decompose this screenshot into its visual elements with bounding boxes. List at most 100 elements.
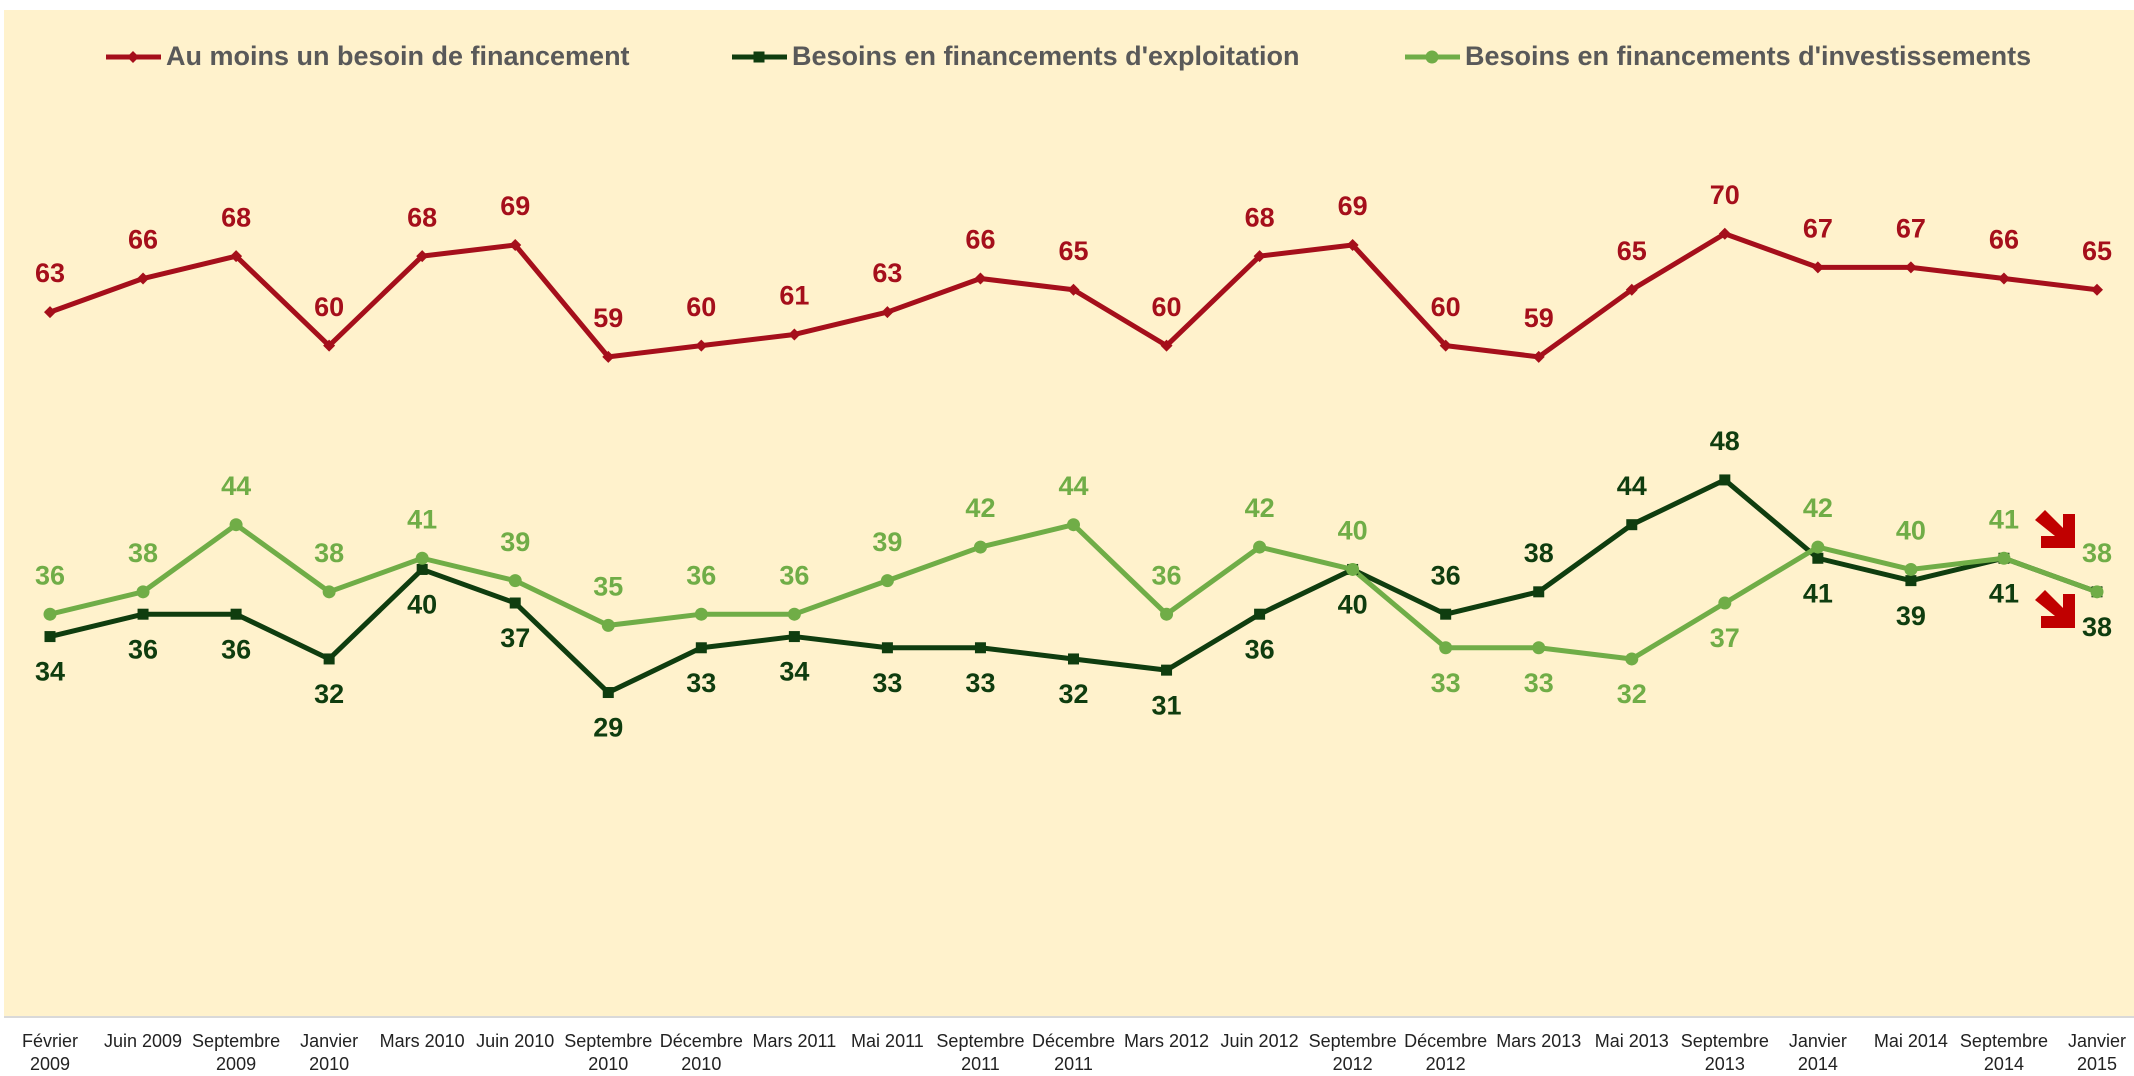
marker <box>881 306 894 319</box>
data-label: 38 <box>1524 538 1554 568</box>
marker <box>1718 227 1731 240</box>
marker <box>230 250 243 263</box>
marker <box>1625 283 1638 296</box>
x-tick-label: Mars 2013 <box>1496 1031 1582 1051</box>
marker <box>1253 250 1266 263</box>
data-label: 60 <box>1152 292 1182 322</box>
marker <box>1904 261 1917 274</box>
marker <box>753 51 765 63</box>
marker <box>1905 575 1917 587</box>
data-label: 42 <box>1803 493 1833 523</box>
marker <box>136 585 150 599</box>
data-label: 40 <box>1896 516 1926 546</box>
x-tick-label: Septembre 2012 <box>1308 1031 1397 1074</box>
data-label: 33 <box>872 668 902 698</box>
data-label: 67 <box>1803 213 1833 243</box>
data-label: 33 <box>686 668 716 698</box>
data-label: 40 <box>1338 516 1368 546</box>
legend-label: Au moins un besoin de financement <box>166 41 630 71</box>
data-label: 60 <box>1431 292 1461 322</box>
data-label: 34 <box>779 657 809 687</box>
marker <box>509 238 522 251</box>
data-label: 38 <box>314 538 344 568</box>
data-label: 66 <box>965 225 995 255</box>
marker <box>1811 540 1825 554</box>
marker <box>322 585 336 599</box>
marker <box>787 607 801 621</box>
data-label: 69 <box>1338 191 1368 221</box>
x-tick-label: Juin 2012 <box>1220 1031 1299 1051</box>
data-label: 36 <box>1152 560 1182 590</box>
marker <box>416 563 428 575</box>
x-tick-label: Septembre 2010 <box>564 1031 653 1074</box>
data-label: 44 <box>1058 471 1088 501</box>
marker <box>1532 350 1545 363</box>
data-label: 39 <box>1896 601 1926 631</box>
marker <box>44 631 56 643</box>
marker <box>1904 562 1918 576</box>
data-label: 48 <box>1710 426 1740 456</box>
marker <box>973 540 987 554</box>
data-label: 70 <box>1710 180 1740 210</box>
x-tick-label: Mars 2011 <box>752 1031 837 1051</box>
marker <box>1346 238 1359 251</box>
marker <box>137 608 149 620</box>
x-tick-label: Septembre 2009 <box>192 1031 281 1074</box>
x-tick-label: Janvier 2015 <box>2067 1031 2127 1074</box>
data-label: 40 <box>1338 590 1368 620</box>
marker <box>1346 562 1360 576</box>
data-label: 42 <box>1245 493 1275 523</box>
marker <box>881 642 893 654</box>
marker <box>1812 552 1824 564</box>
data-label: 60 <box>314 292 344 322</box>
data-label: 65 <box>1058 236 1088 266</box>
data-label: 36 <box>686 560 716 590</box>
marker <box>1626 519 1638 531</box>
marker <box>788 631 800 643</box>
marker <box>230 608 242 620</box>
x-tick-label: Décembre 2012 <box>1404 1031 1488 1074</box>
data-label: 31 <box>1152 690 1182 720</box>
marker <box>1160 607 1174 621</box>
data-label: 68 <box>221 202 251 232</box>
data-label: 38 <box>2082 538 2112 568</box>
marker <box>1425 50 1439 64</box>
trend-arrows <box>2035 510 2075 628</box>
x-tick-label: Septembre 2013 <box>1680 1031 1769 1074</box>
data-label: 40 <box>407 590 437 620</box>
data-label: 37 <box>500 623 530 653</box>
data-label: 36 <box>1431 560 1461 590</box>
marker <box>602 687 614 699</box>
data-label: 36 <box>1245 634 1275 664</box>
x-tick-label: Mai 2011 <box>851 1031 924 1051</box>
data-label: 41 <box>1989 578 2019 608</box>
data-label: 63 <box>35 258 65 288</box>
data-label: 39 <box>500 527 530 557</box>
plot-background <box>4 10 2134 1017</box>
data-label: 68 <box>407 202 437 232</box>
data-label: 37 <box>1710 623 1740 653</box>
data-label: 65 <box>1617 236 1647 266</box>
data-label: 41 <box>407 504 437 534</box>
data-label: 68 <box>1245 202 1275 232</box>
x-tick-label: Mai 2014 <box>1873 1031 1948 1051</box>
marker <box>602 350 615 363</box>
marker <box>1068 653 1079 665</box>
data-label: 36 <box>779 560 809 590</box>
x-tick-label: Février 2009 <box>21 1031 78 1074</box>
marker <box>127 51 139 63</box>
down-arrow <box>2035 590 2075 628</box>
marker <box>974 642 986 654</box>
data-label: 38 <box>128 538 158 568</box>
data-label: 36 <box>128 634 158 664</box>
data-label: 65 <box>2082 236 2112 266</box>
marker <box>1625 652 1639 666</box>
marker <box>1811 261 1824 274</box>
x-tick-label: Juin 2009 <box>103 1031 183 1051</box>
x-tick-label: Janvier 2010 <box>300 1031 359 1074</box>
data-label: 33 <box>965 668 995 698</box>
marker <box>2091 283 2103 296</box>
marker <box>323 339 336 352</box>
marker <box>694 607 708 621</box>
